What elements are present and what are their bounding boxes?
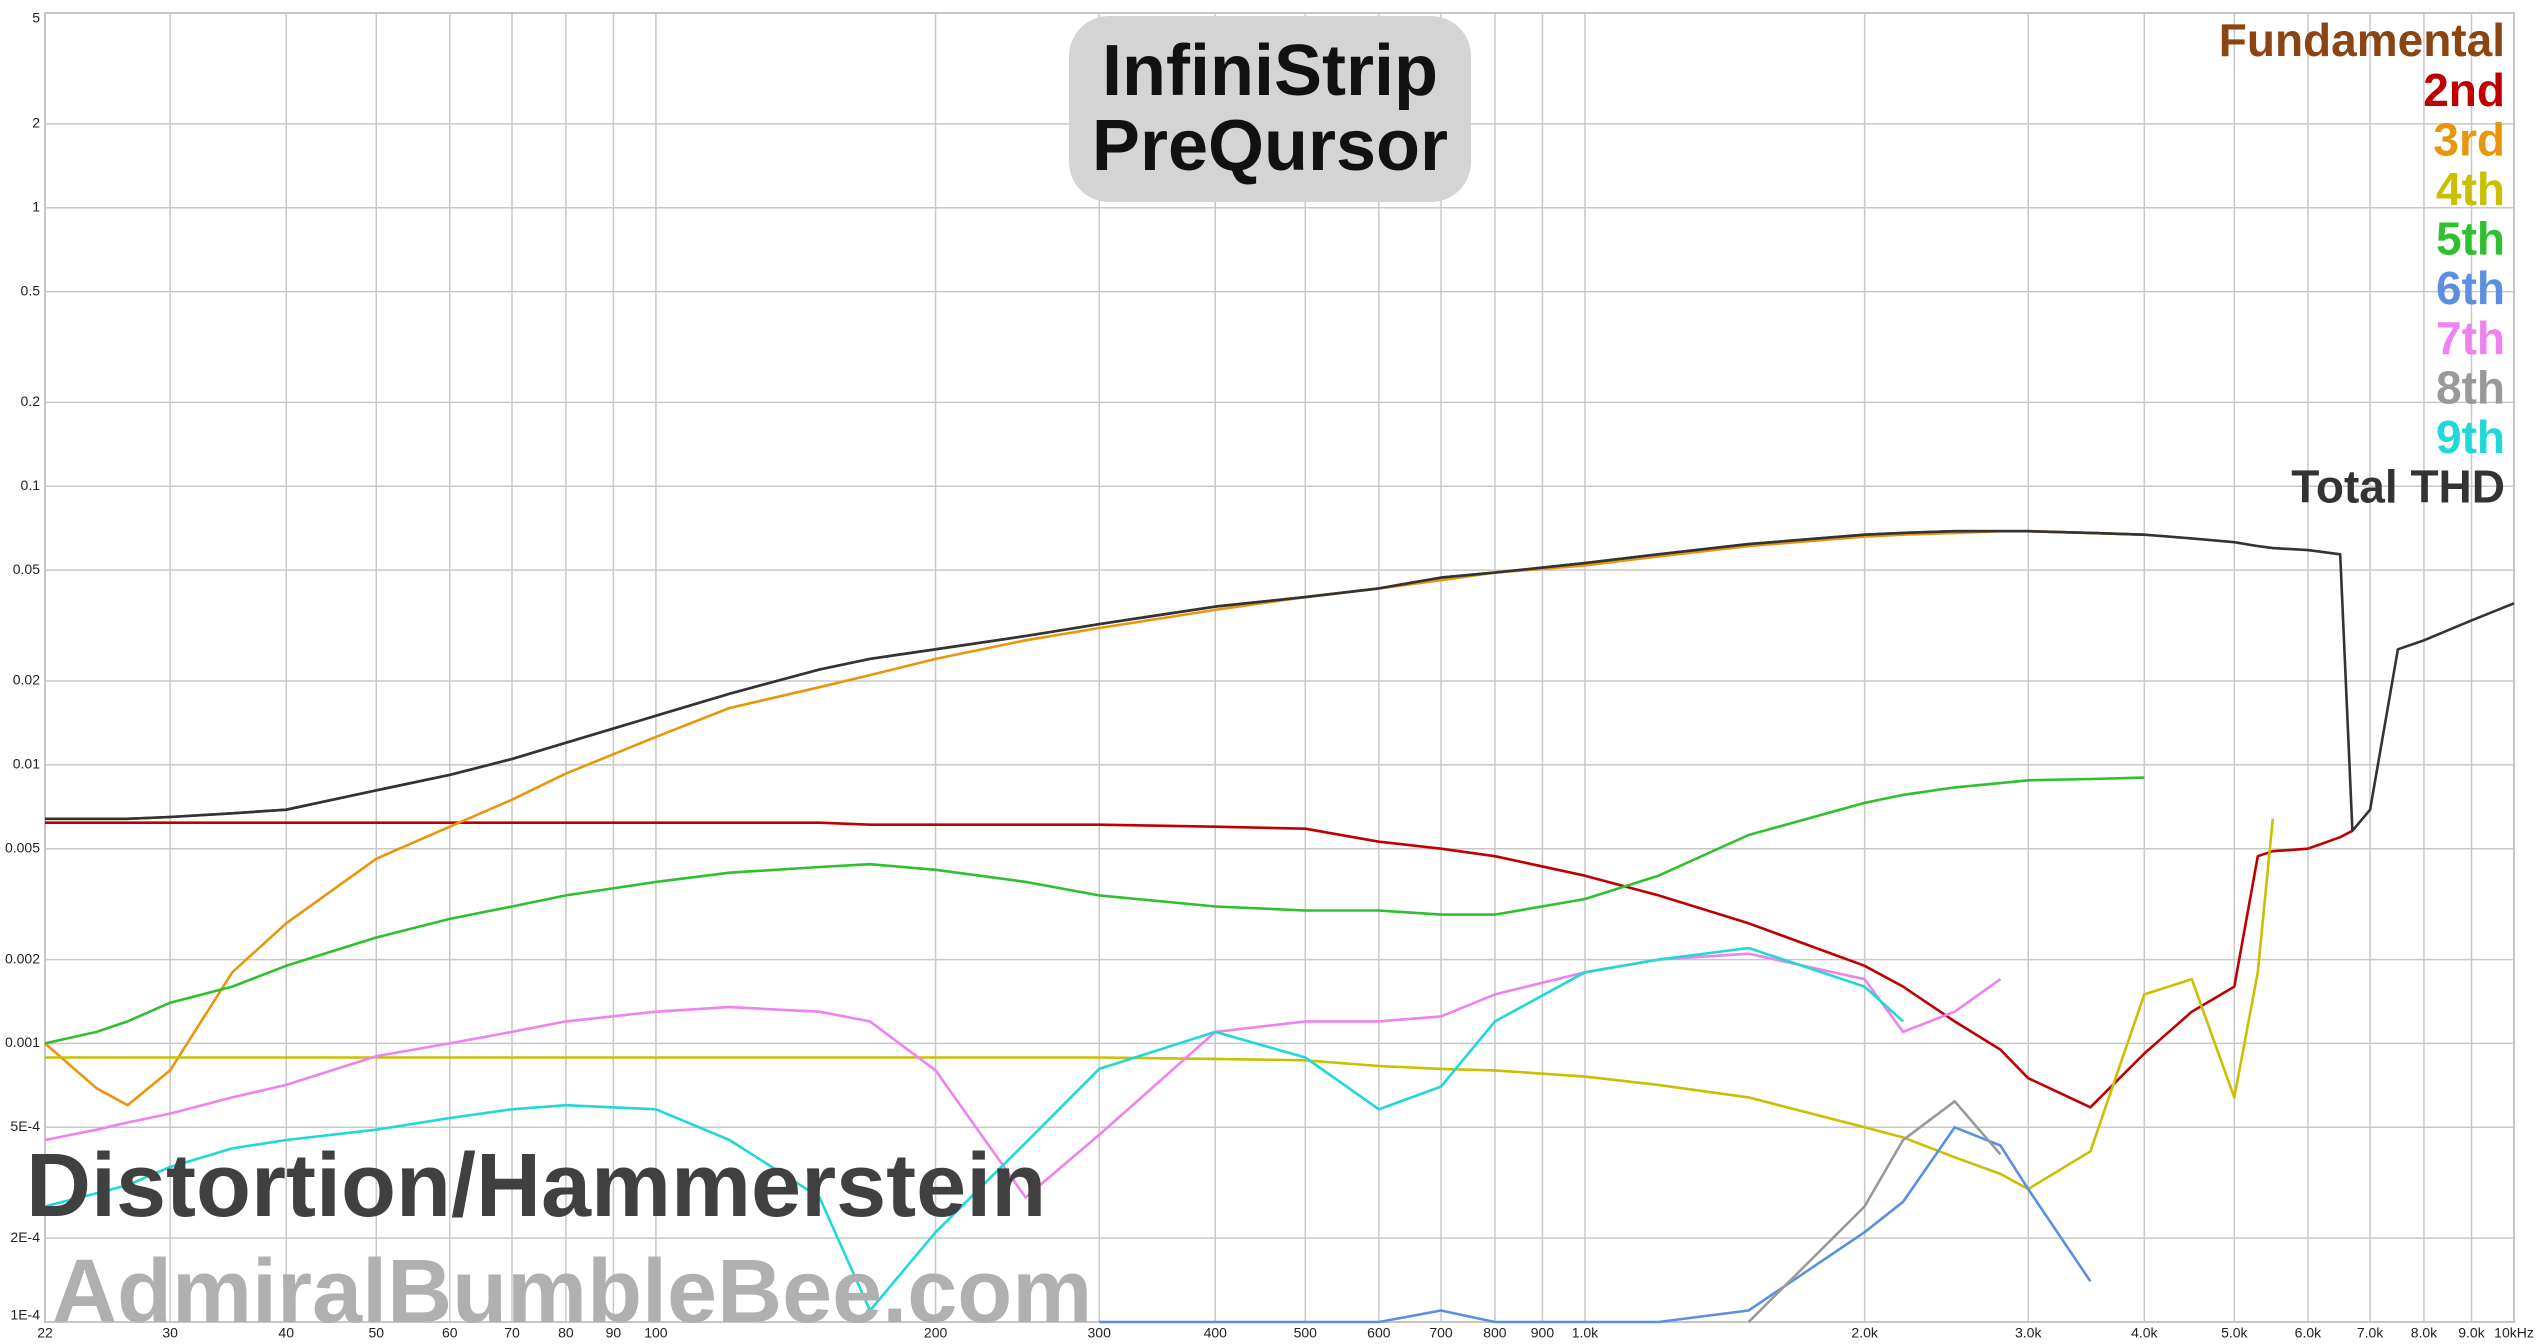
x-tick-label: 900	[1531, 1325, 1555, 1341]
series-line	[1747, 1100, 2002, 1323]
legend-entry: 6th	[2436, 262, 2505, 314]
y-tick-label: 1E-4	[10, 1307, 40, 1323]
x-tick-label: 30	[162, 1325, 178, 1341]
x-tick-label: 600	[1367, 1325, 1391, 1341]
legend-entry: 2nd	[2423, 64, 2505, 116]
legend-entry: 9th	[2436, 411, 2505, 463]
y-tick-label: 0.005	[5, 839, 40, 855]
legend-entry: 5th	[2436, 213, 2505, 265]
legend-entry: Fundamental	[2219, 14, 2505, 66]
series-line	[44, 776, 2145, 1045]
title-box	[1069, 16, 1471, 202]
x-tick-label: 2.0k	[1851, 1325, 1878, 1341]
y-tick-label: 2E-4	[10, 1229, 40, 1245]
legend-entry: 8th	[2436, 361, 2505, 413]
series-line	[44, 952, 2002, 1199]
y-tick-label: 1	[32, 198, 40, 214]
legend-entry: Total THD	[2291, 461, 2505, 513]
y-tick-label: 0.05	[13, 561, 40, 577]
series-line	[44, 946, 1904, 1312]
x-tick-label: 5.0k	[2221, 1325, 2248, 1341]
series-line	[45, 818, 2275, 1191]
legend-entry: 4th	[2436, 163, 2505, 215]
y-tick-label: 0.1	[21, 477, 41, 493]
legend-entry: 7th	[2436, 312, 2505, 364]
y-tick-label: 2	[32, 115, 40, 131]
x-tick-label: 200	[924, 1325, 948, 1341]
y-tick-label: 0.01	[13, 756, 40, 772]
x-tick-label: 6.0k	[2295, 1325, 2322, 1341]
x-tick-label: 100	[644, 1325, 668, 1341]
x-tick-label: 7.0k	[2357, 1325, 2384, 1341]
chart-title: PreQursor	[1092, 106, 1448, 186]
y-tick-label: 0.001	[5, 1034, 40, 1050]
x-tick-label: 400	[1204, 1325, 1228, 1341]
x-tick-label: 4.0k	[2131, 1325, 2158, 1341]
x-tick-label: 700	[1429, 1325, 1453, 1341]
y-tick-label: 0.2	[21, 393, 41, 409]
x-tick-label: 500	[1294, 1325, 1318, 1341]
series-line	[44, 529, 2145, 1107]
series-lines	[44, 529, 2515, 1324]
y-tick-label: 0.02	[13, 672, 40, 688]
x-tick-label: 800	[1483, 1325, 1507, 1341]
series-line	[1099, 1126, 2092, 1324]
x-tick-label: 90	[606, 1325, 622, 1341]
y-tick-label: 0.002	[5, 950, 40, 966]
x-tick-label: 10kHz	[2494, 1325, 2534, 1341]
x-tick-label: 70	[504, 1325, 520, 1341]
chart-title: InfiniStrip	[1102, 31, 1438, 111]
x-tick-label: 9.0k	[2458, 1325, 2485, 1341]
x-tick-label: 80	[558, 1325, 574, 1341]
y-tick-label: 5	[32, 10, 40, 26]
watermark: Distortion/Hammerstein	[26, 1136, 1046, 1236]
site-watermark: AdmiralBumbleBee.com	[52, 1242, 1092, 1342]
plot-frame	[44, 12, 2515, 1323]
x-tick-label: 1.0k	[1572, 1325, 1599, 1341]
series-line	[45, 529, 2515, 833]
x-tick-label: 8.0k	[2411, 1325, 2438, 1341]
x-tick-label: 3.0k	[2015, 1325, 2042, 1341]
x-tick-label: 60	[442, 1325, 458, 1341]
legend-entry: 3rd	[2433, 113, 2505, 165]
y-tick-label: 0.5	[21, 282, 41, 298]
x-tick-label: 50	[368, 1325, 384, 1341]
legend: Fundamental2nd3rd4th5th6th7th8th9thTotal…	[2219, 14, 2505, 512]
x-tick-label: 300	[1088, 1325, 1112, 1341]
y-tick-label: 5E-4	[10, 1118, 40, 1134]
series-line	[45, 821, 2354, 1109]
x-tick-label: 22	[37, 1325, 53, 1341]
x-tick-label: 40	[278, 1325, 294, 1341]
